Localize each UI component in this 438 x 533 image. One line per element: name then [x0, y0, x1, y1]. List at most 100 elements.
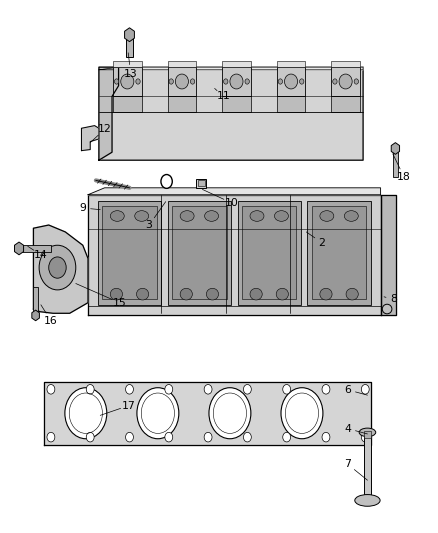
- Circle shape: [137, 387, 179, 439]
- Ellipse shape: [230, 74, 243, 89]
- Circle shape: [244, 432, 251, 442]
- Ellipse shape: [180, 211, 194, 221]
- Circle shape: [86, 432, 94, 442]
- Bar: [102, 206, 157, 300]
- Circle shape: [361, 432, 369, 442]
- Circle shape: [86, 384, 94, 394]
- Ellipse shape: [180, 288, 192, 300]
- Bar: [332, 96, 360, 112]
- Polygon shape: [99, 67, 363, 70]
- Bar: [242, 206, 297, 300]
- Circle shape: [126, 384, 134, 394]
- Bar: [113, 96, 141, 112]
- Bar: [307, 201, 371, 305]
- Text: 14: 14: [34, 250, 48, 260]
- Circle shape: [161, 174, 172, 188]
- Ellipse shape: [110, 211, 124, 221]
- Circle shape: [47, 432, 55, 442]
- Circle shape: [283, 384, 290, 394]
- Circle shape: [49, 257, 66, 278]
- Circle shape: [322, 432, 330, 442]
- Bar: [332, 67, 360, 96]
- Ellipse shape: [344, 211, 358, 221]
- Circle shape: [165, 384, 173, 394]
- Circle shape: [209, 387, 251, 439]
- Bar: [168, 61, 196, 67]
- Ellipse shape: [276, 288, 288, 300]
- Text: 3: 3: [146, 220, 152, 230]
- Text: 12: 12: [98, 124, 112, 134]
- Bar: [113, 67, 141, 96]
- Bar: [364, 434, 371, 500]
- Polygon shape: [391, 143, 399, 155]
- Polygon shape: [381, 195, 396, 316]
- Polygon shape: [14, 242, 24, 255]
- Circle shape: [39, 245, 76, 290]
- Bar: [113, 61, 141, 67]
- Bar: [237, 201, 301, 305]
- Circle shape: [65, 387, 107, 439]
- Circle shape: [204, 432, 212, 442]
- Text: 15: 15: [113, 297, 126, 308]
- Ellipse shape: [175, 74, 188, 89]
- Bar: [98, 201, 161, 305]
- Circle shape: [322, 384, 330, 394]
- Circle shape: [165, 432, 173, 442]
- Polygon shape: [32, 310, 39, 321]
- Text: 18: 18: [397, 172, 411, 182]
- Ellipse shape: [285, 74, 297, 89]
- Ellipse shape: [245, 79, 249, 84]
- Ellipse shape: [382, 304, 392, 314]
- Circle shape: [47, 384, 55, 394]
- Ellipse shape: [206, 288, 219, 300]
- Ellipse shape: [110, 288, 123, 300]
- Bar: [222, 61, 251, 67]
- Ellipse shape: [320, 288, 332, 300]
- Text: 10: 10: [224, 198, 238, 208]
- Ellipse shape: [169, 79, 173, 84]
- Text: 13: 13: [124, 69, 138, 79]
- Polygon shape: [44, 382, 371, 445]
- Bar: [277, 67, 305, 96]
- Ellipse shape: [136, 79, 140, 84]
- Bar: [198, 180, 205, 186]
- Polygon shape: [81, 126, 99, 151]
- Polygon shape: [33, 225, 88, 313]
- Text: 16: 16: [44, 316, 58, 326]
- Ellipse shape: [137, 288, 149, 300]
- Bar: [196, 179, 206, 188]
- Bar: [222, 96, 251, 112]
- Circle shape: [204, 384, 212, 394]
- Polygon shape: [88, 188, 381, 195]
- Ellipse shape: [250, 288, 262, 300]
- Ellipse shape: [354, 79, 358, 84]
- Ellipse shape: [191, 79, 195, 84]
- Ellipse shape: [114, 79, 119, 84]
- Bar: [312, 206, 366, 300]
- Polygon shape: [99, 67, 119, 160]
- Circle shape: [283, 432, 290, 442]
- Bar: [168, 67, 196, 96]
- Bar: [32, 287, 38, 313]
- Bar: [364, 431, 371, 438]
- Text: 8: 8: [390, 294, 397, 304]
- Text: 9: 9: [79, 203, 86, 213]
- Bar: [277, 61, 305, 67]
- Text: 17: 17: [121, 401, 135, 411]
- Bar: [127, 36, 133, 56]
- Ellipse shape: [223, 79, 228, 84]
- Polygon shape: [99, 67, 363, 160]
- Bar: [168, 201, 231, 305]
- Ellipse shape: [275, 211, 288, 221]
- Text: 4: 4: [344, 424, 351, 434]
- Polygon shape: [124, 28, 134, 42]
- Bar: [332, 61, 360, 67]
- Bar: [393, 150, 398, 177]
- Ellipse shape: [355, 495, 380, 506]
- Ellipse shape: [205, 211, 219, 221]
- Ellipse shape: [320, 211, 334, 221]
- Ellipse shape: [121, 74, 134, 89]
- Circle shape: [244, 384, 251, 394]
- Text: 2: 2: [318, 238, 325, 247]
- Ellipse shape: [333, 79, 337, 84]
